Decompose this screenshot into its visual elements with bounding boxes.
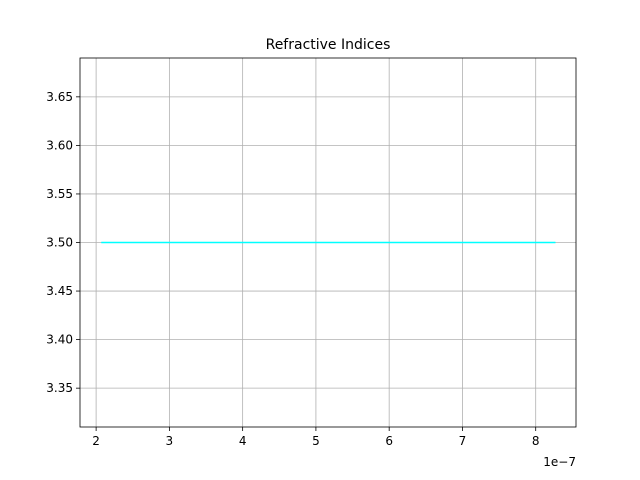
- y-tick-label: 3.40: [46, 333, 73, 347]
- y-tick-label: 3.50: [46, 236, 73, 250]
- x-tick-label: 3: [166, 434, 174, 448]
- x-tick-label: 5: [312, 434, 320, 448]
- chart-title: Refractive Indices: [266, 37, 391, 53]
- y-tick-label: 3.55: [46, 187, 73, 201]
- x-tick-label: 7: [459, 434, 467, 448]
- y-tick-label: 3.65: [46, 90, 73, 104]
- y-tick-label: 3.45: [46, 284, 73, 298]
- axis-layer: 2 3 4 5 6 7 8 3.35 3.40 3.45 3.50 3.55 3.60 3.65: [46, 90, 539, 448]
- x-tick-label: 8: [532, 434, 540, 448]
- x-tick-label: 2: [92, 434, 100, 448]
- y-tick-label: 3.35: [46, 381, 73, 395]
- x-tick-label: 6: [385, 434, 393, 448]
- x-offset-label: 1e−7: [543, 455, 576, 469]
- y-tick-label: 3.60: [46, 138, 73, 152]
- x-tick-label: 4: [239, 434, 247, 448]
